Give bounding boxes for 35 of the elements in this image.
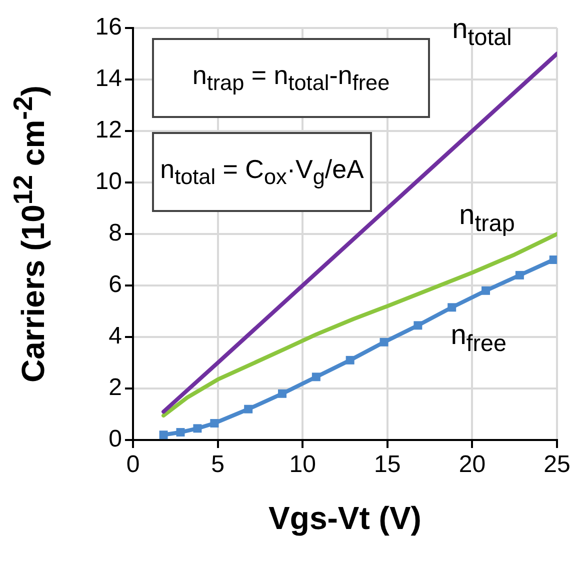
y-tick-label: 6 (108, 271, 122, 298)
x-tick-label: 15 (374, 451, 401, 478)
point (193, 424, 202, 433)
x-tick-label: 0 (126, 451, 140, 478)
point (448, 303, 456, 312)
annotation: n$_{total}$ = C$_{ox}$·V$_{g}$/eA (160, 154, 364, 190)
y-tick-label: 8 (108, 220, 122, 247)
y-tick-label: 16 (95, 14, 122, 41)
point (482, 286, 490, 295)
point (159, 430, 168, 440)
y-tick-label: 4 (108, 322, 122, 350)
series-label: n$_{free}$ (450, 318, 506, 357)
point (380, 338, 388, 346)
annotation: n$_{trap}$ = n$_{total}$-n$_{free}$ (192, 60, 390, 96)
y-tick-label: 12 (95, 116, 122, 144)
series-label: n$_{trap}$ (459, 199, 515, 237)
y-tick-label: 14 (95, 65, 122, 92)
point (515, 270, 524, 280)
point (244, 404, 253, 414)
x-tick-label: 5 (211, 451, 224, 478)
point (176, 428, 185, 437)
point (346, 356, 354, 364)
point (414, 321, 422, 330)
point (312, 372, 320, 382)
point (278, 389, 286, 398)
x-axis-title: Vgs-Vt (V) (268, 500, 422, 537)
x-tick-label: 25 (544, 451, 570, 478)
y-tick-label: 0 (108, 426, 122, 453)
series-label: n$_{total}$ (452, 12, 512, 51)
point (210, 419, 219, 428)
point (549, 256, 557, 264)
x-tick-label: 10 (289, 451, 316, 478)
y-tick-label: 10 (95, 168, 122, 196)
x-tick-label: 20 (458, 451, 486, 478)
y-tick-label: 2 (108, 374, 122, 402)
